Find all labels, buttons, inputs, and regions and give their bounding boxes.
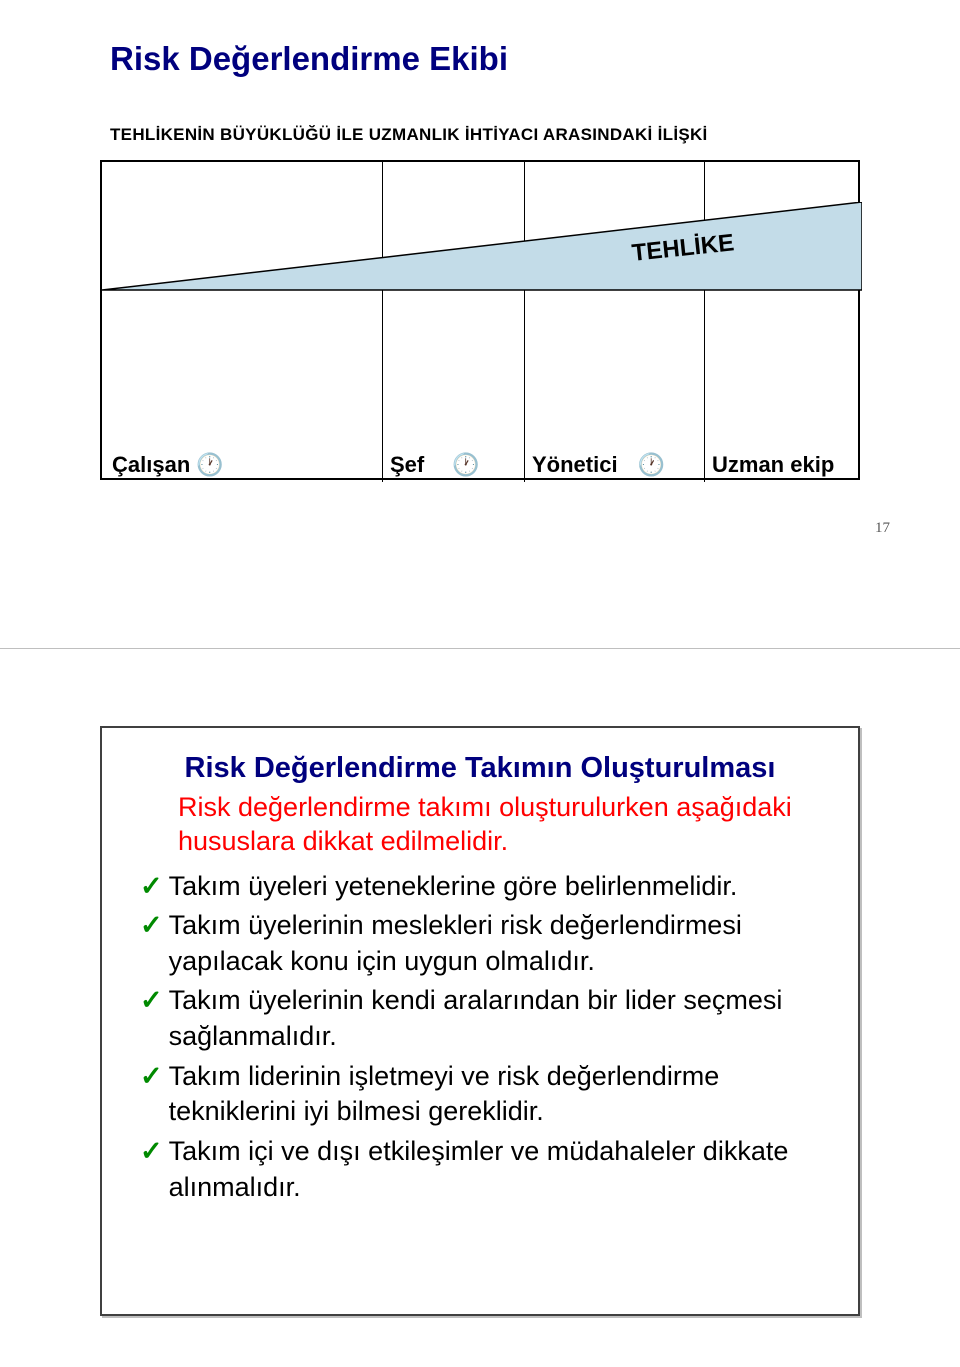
role-label: Çalışan (112, 452, 190, 478)
slide1-subtitle: TEHLİKENİN BÜYÜKLÜĞÜ İLE UZMANLIK İHTİYA… (110, 125, 708, 145)
bullet-item: ✓ Takım içi ve dışı etkileşimler ve müda… (140, 1134, 820, 1205)
page: Risk Değerlendirme Ekibi TEHLİKENİN BÜYÜ… (0, 0, 960, 1367)
bullet-text: Takım üyeleri yeteneklerine göre belirle… (169, 869, 820, 905)
slide1-title: Risk Değerlendirme Ekibi (110, 40, 508, 78)
check-icon: ✓ (140, 908, 163, 979)
bullet-text: Takım içi ve dışı etkileşimler ve müdaha… (169, 1134, 820, 1205)
slide-2: Risk Değerlendirme Takımın Oluşturulması… (0, 660, 960, 1360)
check-icon: ✓ (140, 1134, 163, 1205)
bullet-item: ✓ Takım üyeleri yeteneklerine göre belir… (140, 869, 820, 905)
bullet-text: Takım üyelerinin meslekleri risk değerle… (169, 908, 820, 979)
box-intro: Risk değerlendirme takımı oluşturulurken… (178, 791, 812, 859)
check-icon: ✓ (140, 1059, 163, 1130)
check-icon: ✓ (140, 869, 163, 905)
bullet-text: Takım üyelerinin kendi aralarından bir l… (169, 983, 820, 1054)
tehlike-wedge (102, 202, 862, 292)
check-icon: ✓ (140, 983, 163, 1054)
box-header: Risk Değerlendirme Takımın Oluşturulması (130, 752, 830, 785)
clock-icon: 🕐 (638, 452, 665, 478)
role-calisan: Çalışan 🕐 (112, 452, 224, 478)
role-label: Yönetici (532, 452, 618, 478)
page-number: 17 (875, 520, 890, 537)
expertise-table: TEHLİKE Çalışan 🕐 Şef 🕐 Yönetici 🕐 Uzman… (100, 160, 860, 480)
bullet-item: ✓ Takım liderinin işletmeyi ve risk değe… (140, 1059, 820, 1130)
content-box: Risk Değerlendirme Takımın Oluşturulması… (100, 726, 860, 1316)
clock-icon: 🕐 (452, 452, 479, 478)
clock-icon: 🕐 (196, 452, 223, 478)
bullet-item: ✓ Takım üyelerinin meslekleri risk değer… (140, 908, 820, 979)
role-label: Şef (390, 452, 424, 478)
role-sef: Şef 🕐 (390, 452, 480, 478)
role-uzman-ekip: Uzman ekip (712, 452, 834, 478)
bullet-item: ✓ Takım üyelerinin kendi aralarından bir… (140, 983, 820, 1054)
slide-divider (0, 648, 960, 649)
role-label: Uzman ekip (712, 452, 834, 478)
wedge-polygon (102, 202, 862, 290)
bullet-text: Takım liderinin işletmeyi ve risk değerl… (169, 1059, 820, 1130)
slide-1: Risk Değerlendirme Ekibi TEHLİKENİN BÜYÜ… (0, 0, 960, 640)
role-yonetici: Yönetici 🕐 (532, 452, 665, 478)
